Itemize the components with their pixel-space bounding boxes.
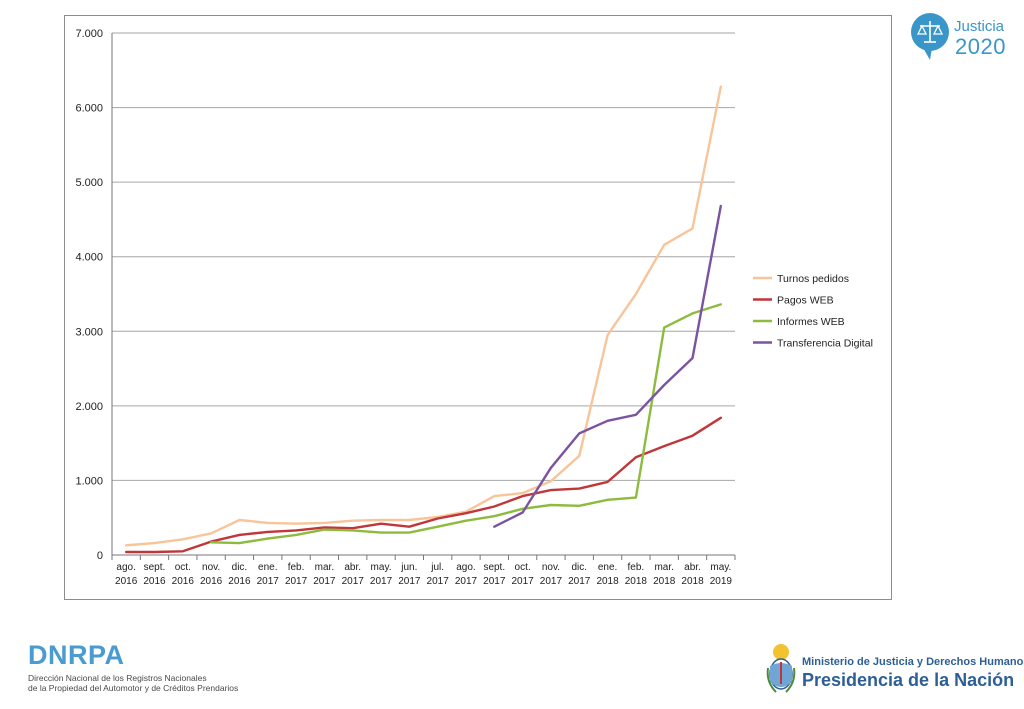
ministerio-logo: Ministerio de Justicia y Derechos Humano… bbox=[764, 642, 1024, 698]
dnrpa-title: DNRPA bbox=[28, 640, 125, 670]
x-tick-label-month: abr. bbox=[344, 562, 361, 573]
x-tick-label-year: 2017 bbox=[398, 576, 421, 587]
dnrpa-subtitle-line2: de la Propiedad del Automotor y de Crédi… bbox=[28, 683, 239, 693]
x-tick-label-year: 2017 bbox=[285, 576, 308, 587]
series-line-turnos bbox=[125, 85, 722, 547]
y-tick-label: 7.000 bbox=[75, 28, 103, 40]
ministerio-line1: Ministerio de Justicia y Derechos Humano… bbox=[802, 656, 1024, 668]
x-tick-label-month: feb. bbox=[288, 562, 305, 573]
x-tick-label-month: sept. bbox=[483, 562, 505, 573]
x-tick-label-year: 2016 bbox=[143, 576, 166, 587]
x-tick-label-year: 2019 bbox=[710, 576, 733, 587]
justicia-2020-logo: Justicia 2020 bbox=[910, 12, 1020, 70]
x-tick-label-year: 2017 bbox=[257, 576, 280, 587]
series-line-pagos bbox=[125, 416, 722, 554]
x-tick-label-year: 2018 bbox=[653, 576, 676, 587]
x-tick-label-year: 2016 bbox=[228, 576, 251, 587]
y-tick-label: 0 bbox=[97, 550, 103, 562]
x-tick-label-year: 2017 bbox=[540, 576, 563, 587]
x-tick-label-year: 2017 bbox=[483, 576, 506, 587]
national-coat-of-arms-icon bbox=[766, 644, 796, 693]
logo-justicia-line2: 2020 bbox=[955, 34, 1006, 59]
x-tick-label-month: dic. bbox=[571, 562, 587, 573]
x-tick-label-year: 2017 bbox=[342, 576, 365, 587]
x-tick-label-year: 2016 bbox=[200, 576, 223, 587]
series-line-transferencia bbox=[493, 204, 722, 528]
x-tick-label-year: 2016 bbox=[115, 576, 138, 587]
y-tick-label: 5.000 bbox=[75, 177, 103, 189]
y-tick-label: 3.000 bbox=[75, 326, 103, 338]
x-tick-label-month: abr. bbox=[684, 562, 701, 573]
x-tick-label-month: ene. bbox=[258, 562, 277, 573]
x-tick-label-year: 2016 bbox=[172, 576, 195, 587]
x-tick-label-month: oct. bbox=[515, 562, 531, 573]
x-tick-label-month: jul. bbox=[430, 562, 444, 573]
x-tick-label-month: may. bbox=[371, 562, 392, 573]
x-tick-label-year: 2018 bbox=[681, 576, 704, 587]
x-tick-label-month: nov. bbox=[202, 562, 220, 573]
dnrpa-subtitle-line1: Dirección Nacional de los Registros Naci… bbox=[28, 673, 207, 683]
legend-label-pagos: Pagos WEB bbox=[777, 295, 834, 307]
x-tick-label-year: 2017 bbox=[568, 576, 591, 587]
line-chart: 0 1.000 2.000 3.000 4.000 5.000 6.000 7.000 ago.… bbox=[75, 28, 873, 587]
x-tick-label-month: ago. bbox=[456, 562, 475, 573]
x-tick-label-month: feb. bbox=[628, 562, 645, 573]
x-tick-label-year: 2017 bbox=[511, 576, 534, 587]
y-tick-label: 6.000 bbox=[75, 103, 103, 115]
logo-justicia-line1: Justicia bbox=[954, 18, 1005, 35]
x-tick-label-year: 2017 bbox=[455, 576, 478, 587]
x-tick-label-year: 2017 bbox=[427, 576, 450, 587]
scales-icon bbox=[911, 13, 949, 60]
x-tick-label-month: ene. bbox=[598, 562, 617, 573]
legend-label-turnos: Turnos pedidos bbox=[777, 273, 849, 285]
x-tick-label-month: ago. bbox=[116, 562, 135, 573]
x-tick-label-year: 2017 bbox=[370, 576, 393, 587]
x-tick-label-month: mar. bbox=[654, 562, 673, 573]
y-tick-label: 2.000 bbox=[75, 401, 103, 413]
x-tick-label-month: dic. bbox=[232, 562, 248, 573]
chart-frame: 0 1.000 2.000 3.000 4.000 5.000 6.000 7.000 ago.… bbox=[64, 15, 892, 600]
x-tick-label-year: 2018 bbox=[625, 576, 648, 587]
x-tick-label-month: oct. bbox=[175, 562, 191, 573]
x-tick-label-month: mar. bbox=[315, 562, 334, 573]
x-tick-label-year: 2017 bbox=[313, 576, 336, 587]
legend-label-transferencia: Transferencia Digital bbox=[777, 338, 873, 350]
x-tick-label-month: nov. bbox=[542, 562, 560, 573]
x-tick-label-month: may. bbox=[710, 562, 731, 573]
legend-label-informes: Informes WEB bbox=[777, 316, 845, 328]
series-line-informes bbox=[209, 303, 722, 545]
x-tick-label-month: sept. bbox=[144, 562, 166, 573]
y-tick-label: 4.000 bbox=[75, 252, 103, 264]
x-tick-label-month: jun. bbox=[400, 562, 417, 573]
y-tick-label: 1.000 bbox=[75, 475, 103, 487]
x-tick-label-year: 2018 bbox=[596, 576, 619, 587]
dnrpa-logo: DNRPA Dirección Nacional de los Registro… bbox=[28, 640, 239, 694]
ministerio-line2: Presidencia de la Nación bbox=[802, 670, 1015, 690]
